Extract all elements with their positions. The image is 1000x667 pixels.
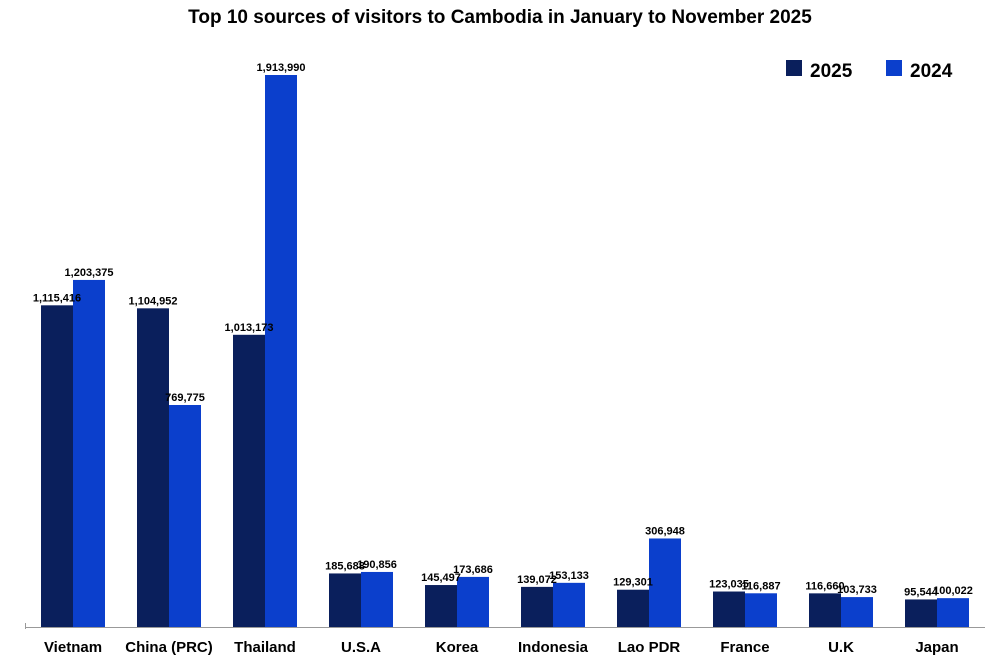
value-label: 190,856	[357, 559, 397, 571]
bar-2024-vietnam	[73, 279, 105, 627]
value-label: 1,104,952	[129, 295, 178, 307]
legend: 2025 2024	[786, 60, 953, 82]
bar-2025-thailand	[233, 334, 265, 627]
value-label: 1,913,990	[257, 62, 306, 74]
bar-2025-lao-pdr	[617, 589, 649, 627]
category-label: Vietnam	[44, 639, 102, 656]
bar-2025-vietnam	[41, 305, 73, 627]
category-label: Korea	[436, 639, 479, 656]
value-label: 116,887	[741, 580, 780, 592]
value-label: 145,497	[421, 572, 461, 584]
value-label: 153,133	[549, 570, 589, 582]
value-label: 1,115,416	[33, 292, 81, 304]
value-label: 129,301	[613, 577, 653, 589]
value-label: 123,035	[709, 579, 749, 591]
category-label: U.S.A	[341, 639, 381, 656]
bar-2024-japan	[937, 598, 969, 627]
legend-label-2025: 2025	[810, 61, 853, 82]
bar-2025-u-k	[809, 593, 841, 627]
value-label: 1,203,375	[65, 267, 114, 279]
bar-2024-lao-pdr	[649, 538, 681, 627]
x-axis: Vietnam China (PRC) Thailand U.S.A Korea Indo…	[25, 623, 985, 656]
bar-2024-korea	[457, 576, 489, 627]
category-label: Lao PDR	[618, 639, 681, 656]
bar-2024-u-s-a	[361, 571, 393, 627]
legend-swatch-2024	[886, 60, 902, 76]
bar-2024-china-prc	[169, 404, 201, 627]
value-labels: 1,115,416 1,203,375 1,104,952 769,775 1,013,…	[33, 62, 973, 598]
value-label: 769,775	[165, 392, 205, 404]
bar-2024-u-k	[841, 597, 873, 627]
category-label: Japan	[915, 639, 958, 656]
bar-2025-china-prc	[137, 308, 169, 627]
value-label: 185,688	[325, 560, 365, 572]
value-label: 116,660	[805, 580, 844, 592]
bar-2025-france	[713, 591, 745, 627]
legend-swatch-2025	[786, 60, 802, 76]
bar-2025-japan	[905, 599, 937, 627]
value-label: 103,733	[837, 584, 877, 596]
bars	[41, 75, 969, 627]
bar-2025-korea	[425, 585, 457, 627]
value-label: 100,022	[933, 585, 973, 597]
bar-2024-thailand	[265, 75, 297, 627]
bar-2025-indonesia	[521, 586, 553, 627]
bar-2025-u-s-a	[329, 573, 361, 627]
value-label: 306,948	[645, 525, 685, 537]
legend-label-2024: 2024	[910, 61, 953, 82]
value-label: 1,013,173	[225, 322, 274, 334]
category-label: China (PRC)	[125, 639, 213, 656]
value-label: 139,072	[517, 574, 557, 586]
value-label: 173,686	[453, 564, 493, 576]
chart-title: Top 10 sources of visitors to Cambodia i…	[188, 7, 812, 28]
category-label: Thailand	[234, 639, 296, 656]
category-label: France	[720, 639, 769, 656]
category-label: U.K	[828, 639, 854, 656]
bar-2024-france	[745, 593, 777, 627]
bar-2024-indonesia	[553, 582, 585, 627]
category-label: Indonesia	[518, 639, 589, 656]
value-label: 95,544	[904, 586, 939, 598]
